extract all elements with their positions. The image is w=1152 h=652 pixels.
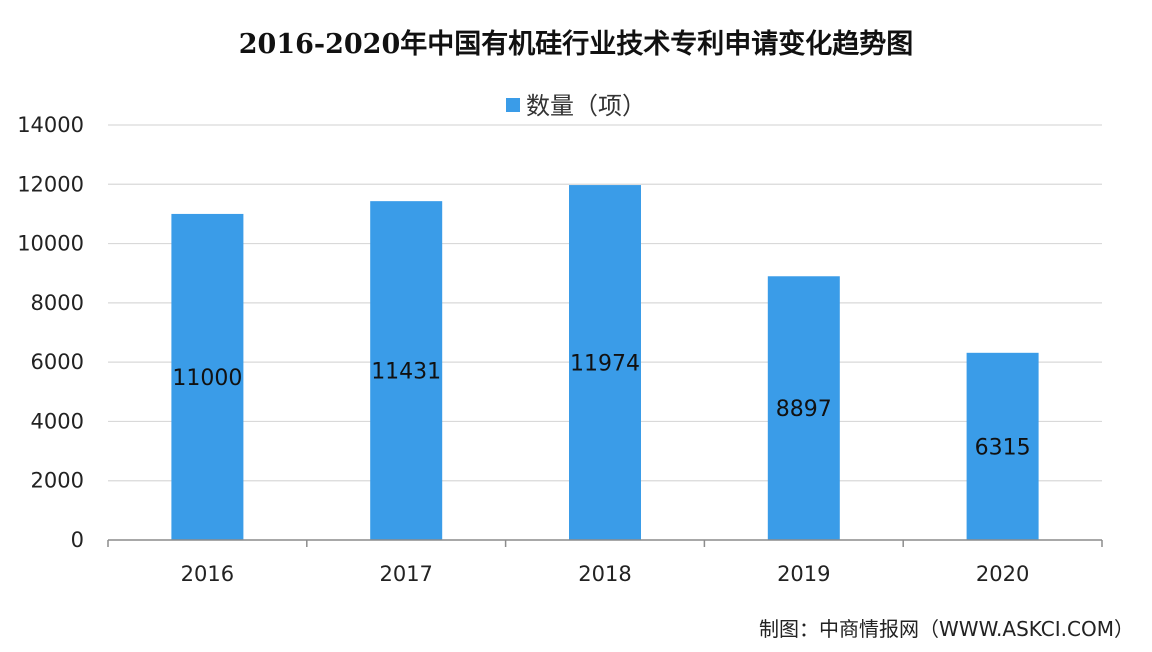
x-tick-label-2019: 2019 (777, 562, 830, 586)
data-label-2019: 8897 (776, 397, 832, 422)
legend-swatch (506, 98, 520, 112)
bar-2017 (370, 201, 443, 540)
legend: 数量（项） (0, 86, 1152, 121)
y-tick-label: 4000 (31, 409, 84, 433)
y-tick-label: 8000 (31, 291, 84, 315)
legend-label: 数量（项） (526, 92, 646, 120)
y-tick-label: 6000 (31, 350, 84, 374)
data-label-2017: 11431 (371, 360, 441, 385)
data-label-2016: 11000 (172, 366, 242, 391)
y-tick-label: 2000 (31, 469, 84, 493)
bar-2020 (966, 352, 1039, 540)
bar-2018 (569, 185, 641, 540)
x-tick-label-2018: 2018 (578, 562, 631, 586)
y-tick-label: 10000 (17, 232, 84, 256)
y-tick-label: 12000 (17, 172, 84, 196)
x-tick-label-2020: 2020 (976, 562, 1029, 586)
y-tick-label: 0 (71, 528, 84, 552)
y-tick-label: 14000 (17, 113, 84, 137)
x-tick-label-2016: 2016 (181, 562, 234, 586)
chart-title: 2016-2020年中国有机硅行业技术专利申请变化趋势图 (238, 29, 914, 60)
bar-2016 (171, 213, 244, 540)
data-label-2018: 11974 (570, 352, 640, 377)
data-label-2020: 6315 (975, 435, 1031, 460)
bar-2019 (767, 276, 840, 540)
x-tick-label-2017: 2017 (379, 562, 432, 586)
source-note: 制图：中商情报网（WWW.ASKCI.COM） (759, 617, 1134, 641)
